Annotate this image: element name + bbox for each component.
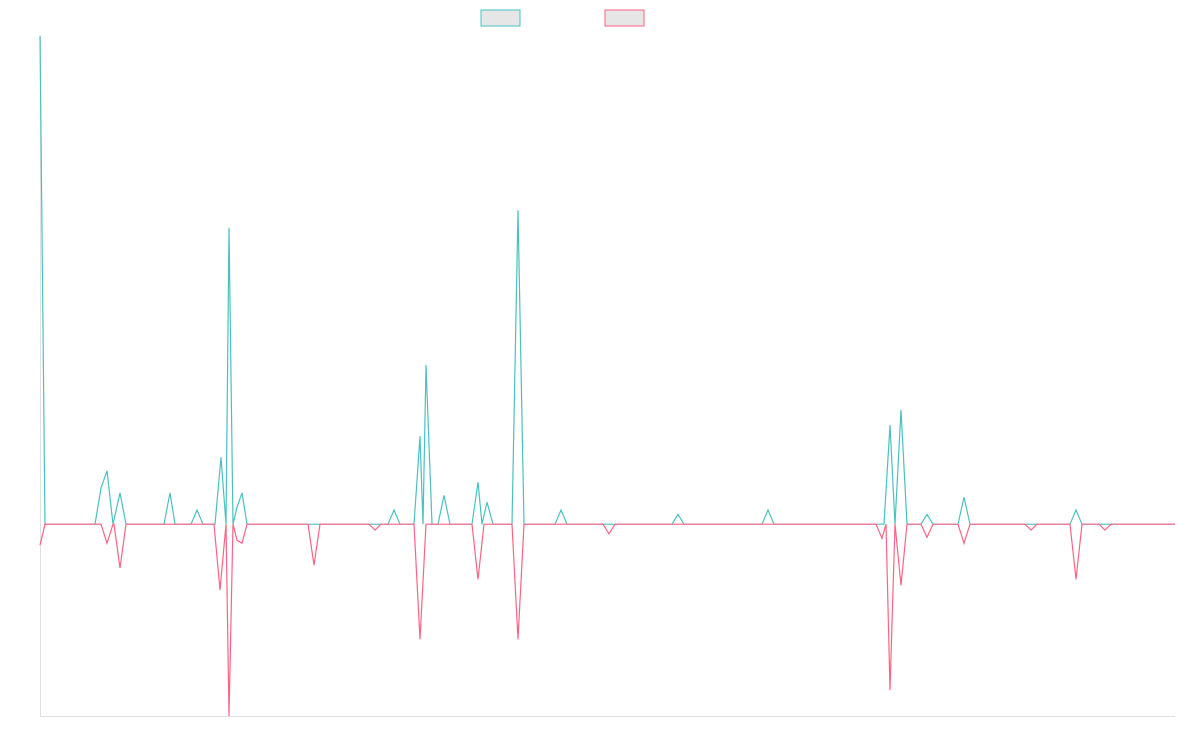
legend-swatch[interactable] xyxy=(604,9,645,27)
legend-swatch[interactable] xyxy=(480,9,521,27)
series-line xyxy=(39,523,1175,717)
series-line xyxy=(39,35,1175,525)
